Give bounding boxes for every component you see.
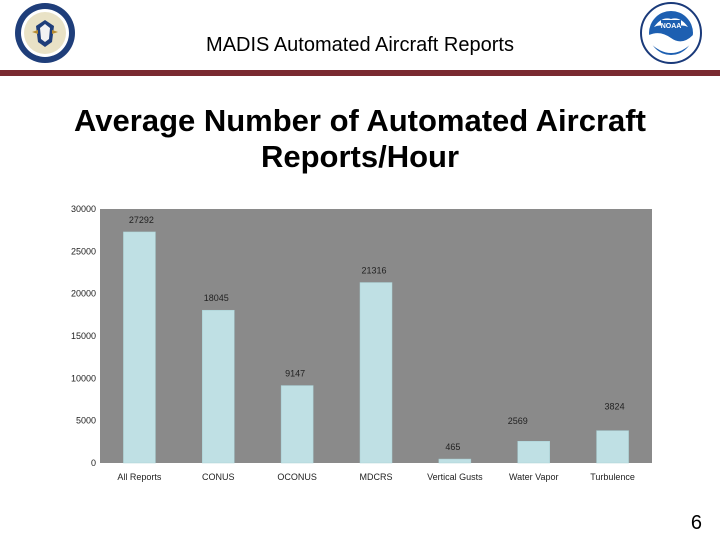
bar	[517, 440, 550, 464]
x-tick-label: OCONUS	[277, 472, 317, 482]
bar	[123, 231, 156, 464]
x-tick-label: Turbulence	[590, 472, 635, 482]
x-tick-label: Water Vapor	[509, 472, 559, 482]
data-label: 2569	[508, 416, 528, 426]
y-tick-label: 25000	[71, 246, 96, 256]
y-tick-label: 30000	[71, 204, 96, 214]
bar	[596, 430, 629, 464]
bar	[438, 458, 472, 464]
x-tick-label: All Reports	[117, 472, 162, 482]
data-label: 21316	[361, 266, 386, 276]
noaa-logo: NOAA	[640, 2, 702, 64]
y-tick-label: 20000	[71, 289, 96, 299]
y-tick-label: 0	[91, 458, 96, 468]
svg-text:NOAA: NOAA	[661, 23, 682, 30]
x-tick-label: CONUS	[202, 472, 235, 482]
slide-title: Average Number of Automated Aircraft Rep…	[20, 103, 700, 175]
data-label: 3824	[605, 402, 625, 412]
slide-title-line-2: Reports/Hour	[260, 139, 460, 174]
header-title: MADIS Automated Aircraft Reports	[206, 34, 514, 56]
y-tick-label: 5000	[76, 416, 96, 426]
x-tick-label: MDCRS	[360, 472, 393, 482]
data-label: 27292	[129, 215, 154, 225]
slide-title-line-1: Average Number of Automated Aircraft	[74, 103, 646, 138]
x-tick-label: Vertical Gusts	[427, 472, 483, 482]
y-tick-label: 10000	[71, 373, 96, 383]
bar	[202, 309, 235, 464]
bar	[359, 282, 393, 464]
y-tick-label: 15000	[71, 331, 96, 341]
bar	[280, 385, 314, 464]
data-label: 465	[445, 442, 460, 452]
bar-chart: 0 5000 10000 15000 20000 25000 30000 27292 All R…	[62, 200, 662, 488]
header-rule	[0, 70, 720, 76]
data-label: 9147	[285, 369, 305, 379]
page-number: 6	[690, 512, 702, 534]
data-label: 18045	[204, 293, 229, 303]
department-of-commerce-seal	[15, 3, 75, 63]
